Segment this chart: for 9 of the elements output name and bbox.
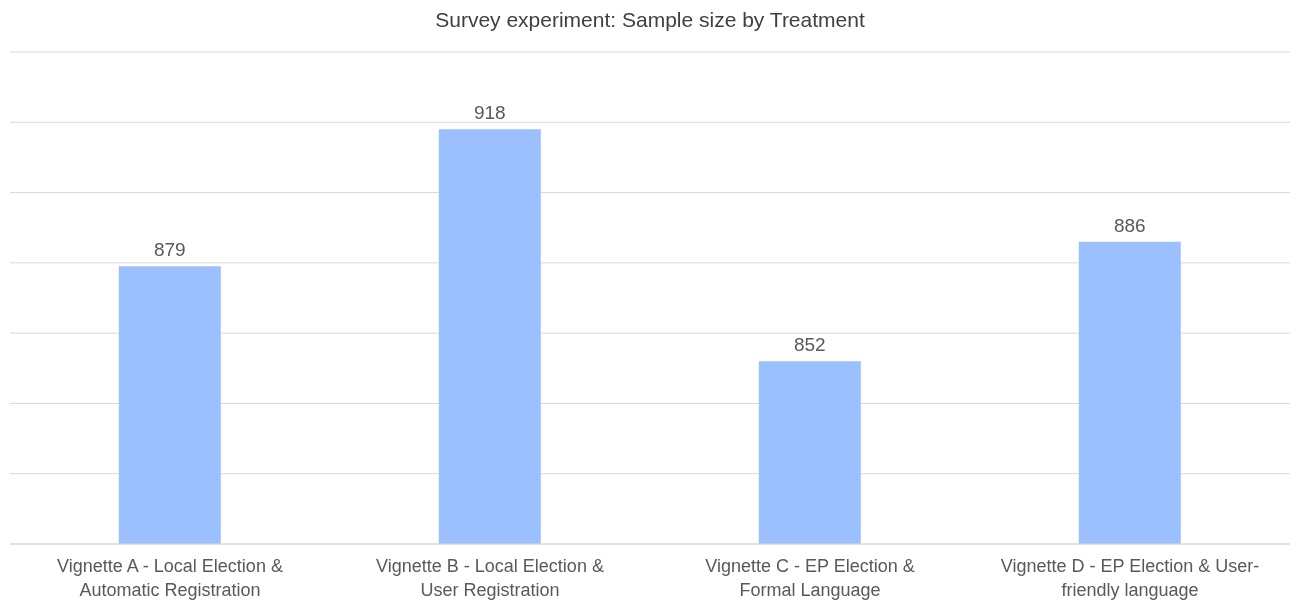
data-label: 879 [153,239,186,261]
x-tick-label: Vignette B - Local Election & User Registration [376,556,604,600]
chart-title: Survey experiment: Sample size by Treatment [434,8,866,33]
x-tick-label: Vignette A - Local Election & Automatic Registration [57,556,283,600]
data-label: 852 [793,334,826,356]
data-label: 918 [473,102,506,124]
data-label: 886 [1113,214,1146,236]
x-tick-label: Vignette D - EP Election & User-friendly language [1000,556,1260,600]
x-tick-label: Vignette C - EP Election & Formal Language [705,556,915,600]
